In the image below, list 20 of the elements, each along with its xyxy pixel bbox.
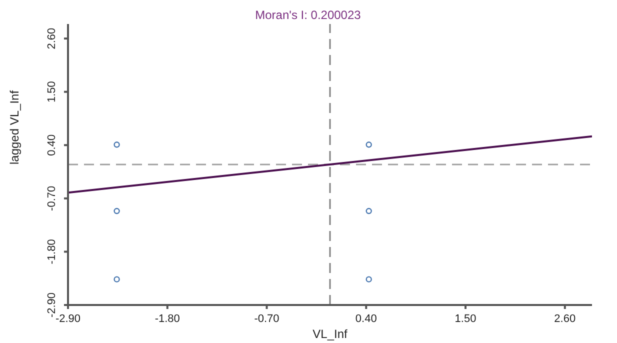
- point: [114, 208, 120, 214]
- point: [366, 276, 372, 282]
- point: [366, 142, 372, 148]
- y-tick-label: -0.70: [46, 186, 58, 211]
- chart-title: Moran's I: 0.200023: [254, 8, 362, 22]
- x-tick-label: 1.50: [454, 312, 476, 325]
- y-tick-label: -1.80: [46, 239, 58, 264]
- y-tick-label: 1.50: [46, 81, 58, 103]
- y-tick-label: 2.60: [46, 28, 58, 50]
- x-tick-label: 2.60: [554, 312, 576, 325]
- x-axis-title: VL_Inf: [312, 327, 348, 341]
- x-tick-label: 0.40: [355, 312, 377, 325]
- y-axis-title: lagged VL_Inf: [7, 90, 22, 164]
- point: [366, 208, 372, 214]
- x-tick-label: -2.90: [55, 312, 81, 325]
- x-tick-label: -1.80: [154, 312, 180, 325]
- x-tick-label: -0.70: [254, 312, 280, 325]
- point: [114, 276, 120, 282]
- y-tick-label: 0.40: [46, 134, 58, 156]
- point: [114, 142, 120, 148]
